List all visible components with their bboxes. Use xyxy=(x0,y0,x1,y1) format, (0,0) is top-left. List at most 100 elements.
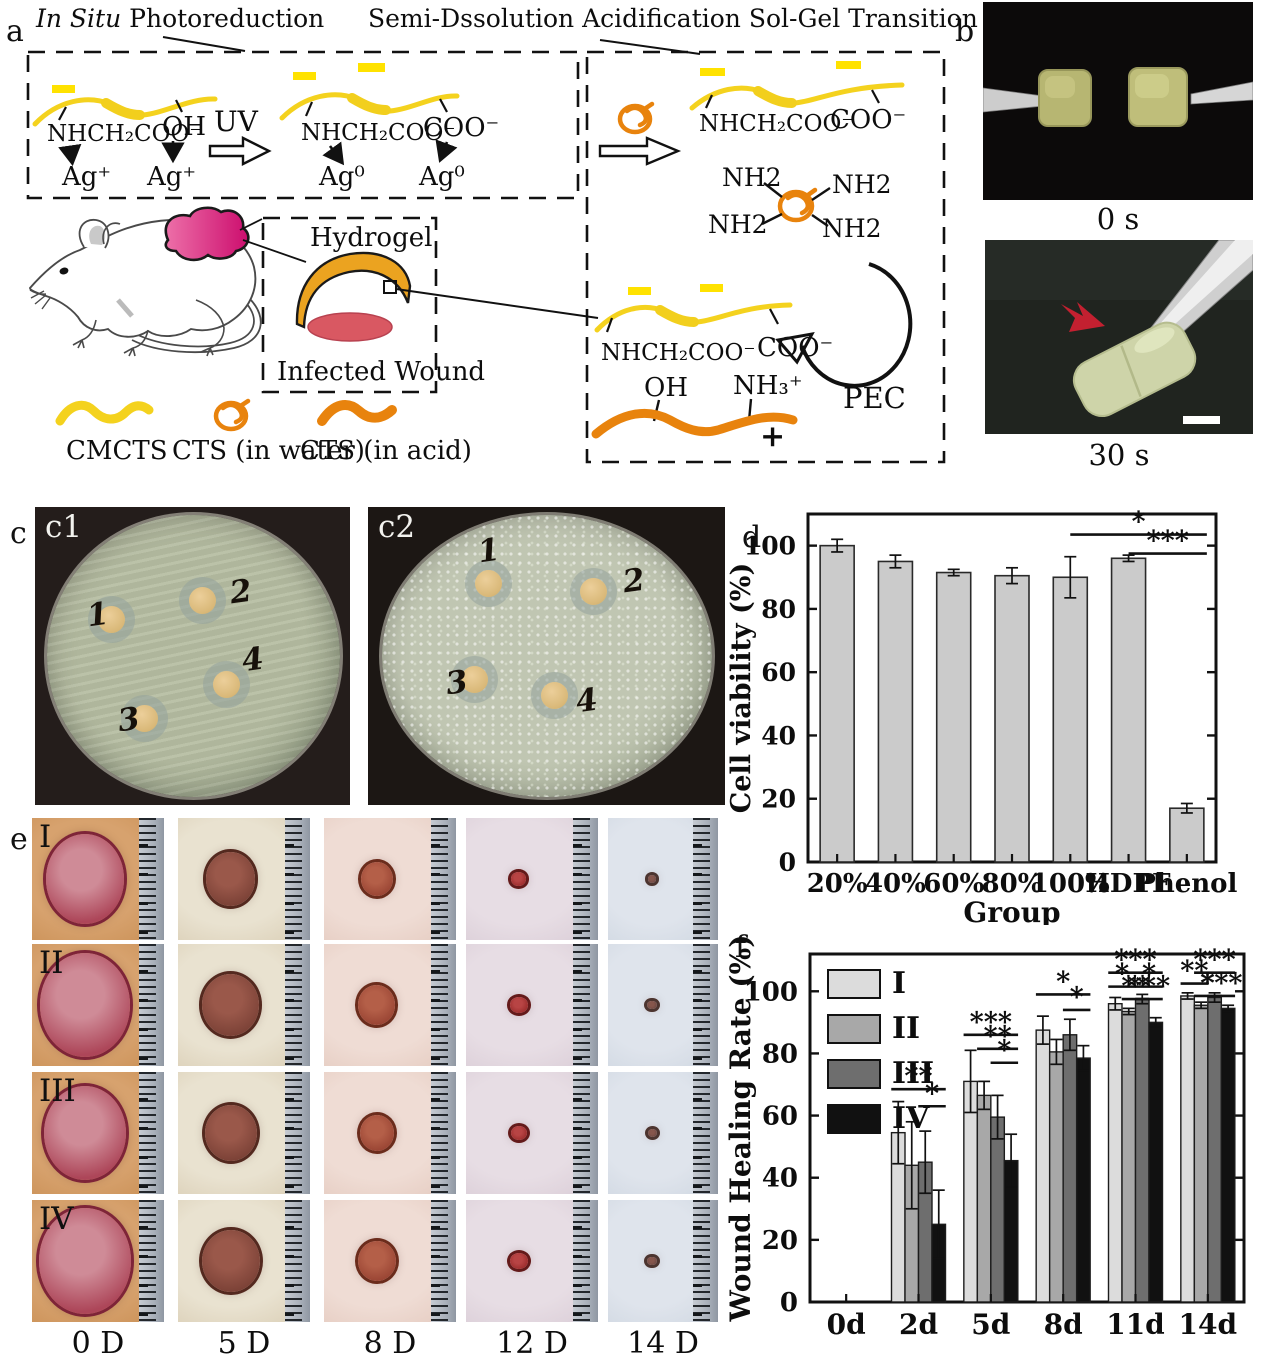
hydrogel-photo-0s xyxy=(983,2,1253,200)
bond-line xyxy=(58,106,67,121)
x-tick-label: 40% xyxy=(865,869,926,899)
wound-photo-III-8D xyxy=(324,1072,456,1194)
row-label-II: II xyxy=(39,945,64,981)
row-label-I: I xyxy=(39,819,52,855)
chem-ag-plus-1: Ag⁺ xyxy=(61,162,111,192)
x-tick-label: HDPE xyxy=(1085,869,1171,899)
significance-stars: *** xyxy=(1147,526,1189,557)
ruler-strip xyxy=(693,944,718,1066)
bar-I-8d xyxy=(1035,1029,1051,1303)
y-tick-label: 80 xyxy=(762,1039,798,1069)
legend-cmcts-icon xyxy=(55,400,154,426)
x-tick-label: 5d xyxy=(971,1308,1010,1341)
significance-stars: * xyxy=(1132,507,1146,538)
ruler-ticks xyxy=(693,818,702,940)
chem-ag0-1: Ag⁰ xyxy=(318,162,365,192)
bond-line xyxy=(304,101,314,117)
cts-coil-icon xyxy=(777,187,818,223)
mouse-wound-blob xyxy=(164,206,250,262)
bond-line xyxy=(175,99,183,113)
ruler-strip xyxy=(285,1072,310,1194)
ruler-ticks xyxy=(693,1200,702,1322)
title-in-situ: In Situ xyxy=(36,4,122,33)
wound-spot xyxy=(510,1126,527,1140)
mouse-ear-inner xyxy=(89,225,106,245)
gel-cube-right-highlight xyxy=(1135,74,1169,98)
bond-line xyxy=(871,89,880,104)
antibiotic-disc-3 xyxy=(130,705,158,733)
ruler-strip xyxy=(139,1072,164,1194)
hydrogel-zoom-square xyxy=(383,280,397,294)
ruler-ticks xyxy=(573,1072,582,1194)
bond-line xyxy=(705,94,713,109)
significance-stars: * xyxy=(1201,968,1215,999)
wound-spot xyxy=(646,1256,658,1266)
zoom-line-2 xyxy=(242,239,307,263)
mouse-leg-shade xyxy=(116,298,134,318)
tweezer-highlight xyxy=(1149,240,1253,342)
ruler-strip xyxy=(573,818,598,940)
legend-label-IV: IV xyxy=(892,1101,930,1136)
cmcts-chain-kink xyxy=(655,305,699,327)
legend-label-III: III xyxy=(892,1056,934,1091)
antibiotic-disc-2 xyxy=(580,578,608,606)
y-tick-label: 40 xyxy=(762,1164,798,1194)
hydrogel-crescent xyxy=(295,251,412,329)
red-arrow-icon xyxy=(1061,302,1105,332)
panel-f-label: f xyxy=(735,930,747,965)
wound-spot xyxy=(45,834,124,924)
legend-swatch-III xyxy=(827,1059,881,1089)
petri-dish-photo-c1: c1 1 2 3 4 xyxy=(35,507,350,805)
tweezer-right-icon xyxy=(1190,81,1253,105)
wound-photo-IV-12D xyxy=(466,1200,598,1322)
cmcts-chain-kink xyxy=(753,86,797,108)
negative-charge-icon xyxy=(836,61,861,69)
hydrogel-photo-30s xyxy=(985,240,1253,434)
disc-number-3: 3 xyxy=(115,700,142,740)
solgel-box xyxy=(585,50,946,464)
wound-photo-II-5D xyxy=(178,944,310,1066)
negative-charge-icon xyxy=(700,68,725,76)
dish-label-c2: c2 xyxy=(378,509,416,545)
petri-dish-photo-c2: c2 1 2 3 4 xyxy=(368,507,725,805)
negative-charge-icon xyxy=(52,85,75,93)
legend-swatch-IV xyxy=(827,1104,881,1134)
disc-number-4: 4 xyxy=(239,640,266,680)
x-tick-label: 14d xyxy=(1179,1308,1238,1341)
gel-cube-left-highlight xyxy=(1045,76,1075,98)
cmcts-chain-kink xyxy=(101,98,145,120)
hydrogel-label: Hydrogel xyxy=(310,223,432,253)
chem-oh-2: OH xyxy=(644,373,688,403)
ruler-ticks xyxy=(285,1072,294,1194)
wound-spot xyxy=(509,1253,528,1269)
bar-II-5d xyxy=(976,1094,992,1303)
y-tick-label: 20 xyxy=(762,1226,798,1256)
significance-stars: *** xyxy=(970,1007,1012,1038)
ruler-strip xyxy=(693,1200,718,1322)
wound-spot xyxy=(511,872,527,886)
wound-photo-II-12D xyxy=(466,944,598,1066)
significance-stars: ** xyxy=(1121,971,1149,1002)
wound-spot xyxy=(357,1240,396,1282)
wound-spot xyxy=(647,1129,657,1137)
ruler-strip xyxy=(139,1200,164,1322)
row-label-IV: IV xyxy=(39,1201,74,1237)
x-tick-label: 0d xyxy=(827,1308,866,1341)
bar-IV-11d xyxy=(1148,1021,1164,1303)
x-tick-label: 2d xyxy=(899,1308,938,1341)
day-label-5D: 5 D xyxy=(217,1326,271,1358)
antibiotic-disc-2 xyxy=(189,586,217,614)
wound-spot xyxy=(38,1208,131,1314)
wound-application-box xyxy=(261,216,438,394)
y-tick-label: 100 xyxy=(744,532,796,561)
bond-line xyxy=(439,98,448,113)
y-tick-label: 20 xyxy=(761,785,796,814)
plot-frame xyxy=(808,952,1246,1304)
ruler-strip xyxy=(573,1072,598,1194)
antibiotic-disc-3 xyxy=(461,665,489,693)
photo-caption-30s: 30 s xyxy=(1088,438,1150,472)
negative-charge-icon xyxy=(700,284,723,292)
cts-coil-icon xyxy=(617,101,655,135)
significance-stars: *** xyxy=(1128,971,1170,1002)
